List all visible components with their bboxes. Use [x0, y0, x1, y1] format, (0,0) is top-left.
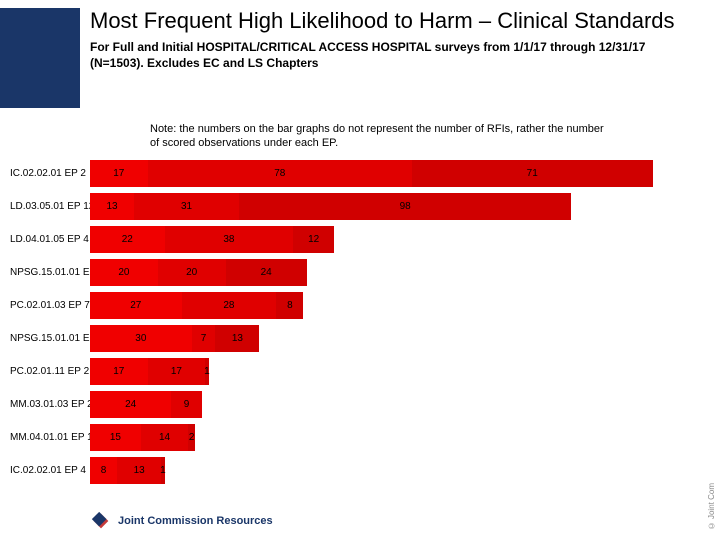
chart-bar-value: 12	[308, 234, 319, 245]
chart-bar-segment: 9	[171, 391, 202, 418]
chart-row: NPSG.15.01.01 EP 2 30 7 13	[10, 325, 710, 352]
chart-category-label: IC.02.02.01 EP 4	[10, 465, 90, 476]
chart-bar-segment: 13	[90, 193, 134, 220]
chart-note: Note: the numbers on the bar graphs do n…	[150, 122, 610, 151]
chart-bar-value: 31	[181, 201, 192, 212]
chart-bar-value: 30	[135, 333, 146, 344]
chart-bar-value: 78	[274, 168, 285, 179]
chart-bar-value: 98	[400, 201, 411, 212]
chart-bar-value: 71	[527, 168, 538, 179]
chart-bar-value: 2	[189, 432, 195, 443]
chart-row: LD.04.01.05 EP 4 22 38 12	[10, 226, 710, 253]
chart-bar-value: 7	[201, 333, 207, 344]
chart-bar-value: 20	[118, 267, 129, 278]
chart-bar-segment: 15	[90, 424, 141, 451]
chart-bar-stack: 17 17 1	[90, 358, 710, 385]
header-accent-block	[0, 8, 80, 108]
chart-row: NPSG.15.01.01 EP 1 20 20 24	[10, 259, 710, 286]
footer-logo-text: Joint Commission Resources	[118, 515, 273, 527]
chart-bar-segment: 27	[90, 292, 182, 319]
chart-bar-segment: 1	[205, 358, 208, 385]
chart-bar-segment: 31	[134, 193, 239, 220]
chart-bar-segment: 28	[182, 292, 277, 319]
chart-bar-value: 17	[113, 168, 124, 179]
chart-bar-value: 8	[101, 465, 107, 476]
title-area: Most Frequent High Likelihood to Harm – …	[90, 8, 700, 72]
chart-bar-stack: 13 31 98	[90, 193, 710, 220]
chart-bar-segment: 17	[90, 358, 148, 385]
chart-bar-segment: 24	[226, 259, 307, 286]
chart-bar-segment: 12	[293, 226, 334, 253]
chart-bar-segment: 71	[412, 160, 653, 187]
chart-category-label: MM.04.01.01 EP 13	[10, 432, 90, 443]
chart-bar-value: 1	[160, 465, 166, 476]
chart-row: LD.03.05.01 EP 12 13 31 98	[10, 193, 710, 220]
chart-bar-segment: 20	[158, 259, 226, 286]
chart-bar-segment: 24	[90, 391, 171, 418]
chart-bar-value: 28	[223, 300, 234, 311]
chart-bar-value: 14	[159, 432, 170, 443]
chart-category-label: NPSG.15.01.01 EP 2	[10, 333, 90, 344]
chart-category-label: IC.02.02.01 EP 2	[10, 168, 90, 179]
chart-bar-segment: 38	[165, 226, 294, 253]
chart-bar-segment: 8	[276, 292, 303, 319]
chart-bar-value: 8	[287, 300, 293, 311]
chart-bar-stack: 30 7 13	[90, 325, 710, 352]
chart-bar-segment: 78	[148, 160, 412, 187]
chart-bar-segment: 13	[117, 457, 161, 484]
chart-category-label: LD.03.05.01 EP 12	[10, 201, 90, 212]
chart-bar-stack: 17 78 71	[90, 160, 710, 187]
chart-bar-value: 27	[130, 300, 141, 311]
chart-bar-value: 13	[106, 201, 117, 212]
chart-category-label: PC.02.01.03 EP 7	[10, 300, 90, 311]
chart-bar-segment: 98	[239, 193, 571, 220]
copyright-text: © Joint Com	[707, 483, 716, 530]
chart-bar-segment: 17	[148, 358, 206, 385]
chart-bar-segment: 1	[161, 457, 164, 484]
stacked-bar-chart: IC.02.02.01 EP 2177871LD.03.05.01 EP 121…	[10, 160, 710, 490]
chart-bar-value: 22	[122, 234, 133, 245]
chart-bar-stack: 22 38 12	[90, 226, 710, 253]
chart-bar-value: 24	[261, 267, 272, 278]
chart-bar-stack: 15 14 2	[90, 424, 710, 451]
chart-bar-value: 17	[171, 366, 182, 377]
chart-bar-value: 9	[184, 399, 190, 410]
chart-bar-value: 38	[223, 234, 234, 245]
chart-bar-segment: 20	[90, 259, 158, 286]
chart-bar-value: 15	[110, 432, 121, 443]
page-subtitle: For Full and Initial HOSPITAL/CRITICAL A…	[90, 40, 700, 71]
chart-bar-segment: 30	[90, 325, 192, 352]
chart-bar-segment: 17	[90, 160, 148, 187]
chart-row: PC.02.01.03 EP 7 27 28 8	[10, 292, 710, 319]
footer-logo: Joint Commission Resources	[90, 510, 273, 532]
chart-bar-stack: 8 13 1	[90, 457, 710, 484]
chart-row: PC.02.01.11 EP 2 17 17 1	[10, 358, 710, 385]
chart-bar-value: 24	[125, 399, 136, 410]
chart-bar-segment: 22	[90, 226, 165, 253]
page-title: Most Frequent High Likelihood to Harm – …	[90, 8, 700, 34]
chart-bar-value: 13	[134, 465, 145, 476]
chart-row: IC.02.02.01 EP 4 8 13 1	[10, 457, 710, 484]
chart-bar-stack: 27 28 8	[90, 292, 710, 319]
chart-bar-segment: 2	[188, 424, 195, 451]
chart-category-label: MM.03.01.03 EP 2	[10, 399, 90, 410]
chart-row: MM.04.01.01 EP 13 15 14 2	[10, 424, 710, 451]
chart-row: MM.03.01.03 EP 2 24 9	[10, 391, 710, 418]
chart-bar-value: 20	[186, 267, 197, 278]
chart-bar-stack: 20 20 24	[90, 259, 710, 286]
chart-bar-segment: 8	[90, 457, 117, 484]
joint-commission-icon	[90, 510, 112, 532]
chart-row: IC.02.02.01 EP 2 17 78 71	[10, 160, 710, 187]
chart-bar-segment: 13	[215, 325, 259, 352]
chart-category-label: LD.04.01.05 EP 4	[10, 234, 90, 245]
chart-bar-value: 17	[113, 366, 124, 377]
chart-bar-value: 13	[232, 333, 243, 344]
chart-bar-stack: 24 9	[90, 391, 710, 418]
chart-bar-value: 1	[204, 366, 210, 377]
chart-bar-segment: 14	[141, 424, 188, 451]
chart-category-label: NPSG.15.01.01 EP 1	[10, 267, 90, 278]
chart-category-label: PC.02.01.11 EP 2	[10, 366, 90, 377]
chart-bar-segment: 7	[192, 325, 216, 352]
